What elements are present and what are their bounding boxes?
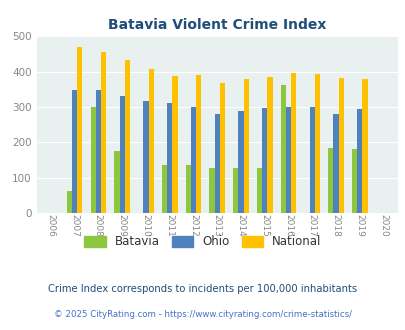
Bar: [90, 107, 96, 213]
Bar: [290, 73, 296, 213]
Bar: [219, 83, 224, 213]
Bar: [190, 107, 196, 213]
Bar: [351, 149, 356, 213]
Bar: [262, 108, 267, 213]
Bar: [309, 107, 314, 213]
Bar: [114, 151, 119, 213]
Bar: [285, 107, 290, 213]
Bar: [119, 96, 124, 213]
Bar: [243, 80, 248, 213]
Bar: [196, 76, 201, 213]
Bar: [162, 165, 166, 213]
Bar: [72, 90, 77, 213]
Bar: [362, 79, 367, 213]
Text: © 2025 CityRating.com - https://www.cityrating.com/crime-statistics/: © 2025 CityRating.com - https://www.city…: [54, 311, 351, 319]
Bar: [327, 148, 333, 213]
Bar: [101, 52, 106, 213]
Bar: [232, 168, 238, 213]
Bar: [267, 77, 272, 213]
Bar: [338, 78, 343, 213]
Bar: [256, 168, 262, 213]
Bar: [66, 191, 72, 213]
Bar: [209, 168, 214, 213]
Bar: [280, 85, 285, 213]
Legend: Batavia, Ohio, National: Batavia, Ohio, National: [79, 231, 326, 253]
Text: Crime Index corresponds to incidents per 100,000 inhabitants: Crime Index corresponds to incidents per…: [48, 284, 357, 294]
Title: Batavia Violent Crime Index: Batavia Violent Crime Index: [108, 18, 326, 32]
Bar: [314, 74, 320, 213]
Bar: [356, 109, 362, 213]
Bar: [96, 90, 101, 213]
Bar: [77, 47, 82, 213]
Bar: [148, 69, 153, 213]
Bar: [333, 114, 338, 213]
Bar: [172, 76, 177, 213]
Bar: [143, 101, 148, 213]
Bar: [238, 111, 243, 213]
Bar: [124, 60, 130, 213]
Bar: [166, 103, 172, 213]
Bar: [214, 114, 219, 213]
Bar: [185, 165, 190, 213]
